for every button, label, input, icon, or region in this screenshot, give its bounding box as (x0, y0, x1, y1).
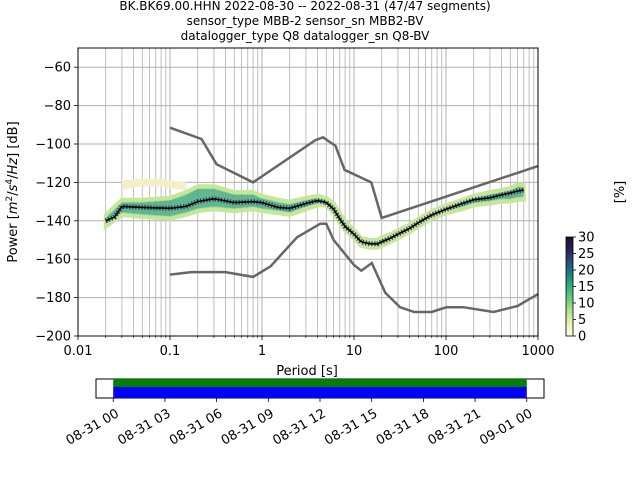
timeline-tick-label: 08-31 09 (219, 406, 277, 448)
colorbar-tick-label: 30 (578, 231, 595, 246)
plot-frame (77, 47, 539, 337)
colorbar-tick-label: 0 (578, 330, 586, 345)
y-tick-label: −140 (35, 214, 71, 229)
title-line-2: sensor_type MBB-2 sensor_sn MBB2-BV (187, 14, 425, 28)
x-axis-label: Period [s] (276, 364, 338, 379)
x-tick-label: 0.1 (160, 344, 181, 359)
colorbar-label: [%] (613, 181, 628, 204)
faint-density-band (121, 178, 187, 191)
colorbar (565, 236, 574, 337)
colorbar-tick-label: 15 (578, 280, 595, 295)
timeline-tick-label: 08-31 03 (115, 406, 173, 448)
colorbar-tick-label: 20 (578, 264, 595, 279)
x-tick-label: 10 (346, 344, 363, 359)
timeline-tick-label: 08-31 18 (374, 406, 432, 448)
title-line-3: datalogger_type Q8 datalogger_sn Q8-BV (181, 29, 431, 43)
chart-title: BK.BK69.00.HHN 2022-08-30 -- 2022-08-31 … (119, 0, 490, 43)
title-line-1: BK.BK69.00.HHN 2022-08-30 -- 2022-08-31 … (119, 0, 490, 13)
timeline-tick-label: 08-31 12 (270, 406, 328, 448)
timeline-tick-label: 08-31 06 (167, 406, 225, 448)
y-tick-label: −100 (35, 138, 71, 153)
timeline-tick-label: 08-31 15 (322, 406, 380, 448)
x-tick-label: 1 (258, 344, 266, 359)
y-tick-label: −60 (44, 61, 71, 76)
y-tick-label: −200 (35, 330, 71, 345)
colorbar-tick-label: 10 (578, 297, 595, 312)
x-axis-ticks: 0.01 0.1 1 10 100 1000 (64, 336, 555, 359)
timeline-coverage-blue (113, 387, 527, 398)
noise-model-low (169, 222, 538, 314)
y-tick-label: −160 (35, 253, 71, 268)
y-axis-label: Power [m2/s4/Hz] [dB] (5, 121, 21, 262)
y-axis-ticks: −60 −80 −100 −120 −140 −160 −180 −200 (35, 61, 78, 345)
timeline-tick-label: 08-31 00 (64, 406, 122, 448)
x-tick-label: 1000 (521, 344, 554, 359)
plot-background (78, 48, 538, 336)
timeline-tick-label: 09-01 00 (477, 406, 535, 448)
plot-data (103, 126, 538, 314)
colorbar-tick-label: 25 (578, 247, 595, 262)
y-tick-label: −80 (44, 99, 71, 114)
y-tick-label: −180 (35, 291, 71, 306)
mode-line (105, 189, 524, 245)
noise-model-high (169, 126, 538, 220)
colorbar-tick-label: 5 (578, 313, 586, 328)
y-tick-label: −120 (35, 176, 71, 191)
x-tick-label: 100 (434, 344, 459, 359)
x-tick-label: 0.01 (64, 344, 93, 359)
timeline-coverage-green (113, 379, 527, 387)
timeline-tick-label: 08-31 21 (426, 406, 484, 448)
